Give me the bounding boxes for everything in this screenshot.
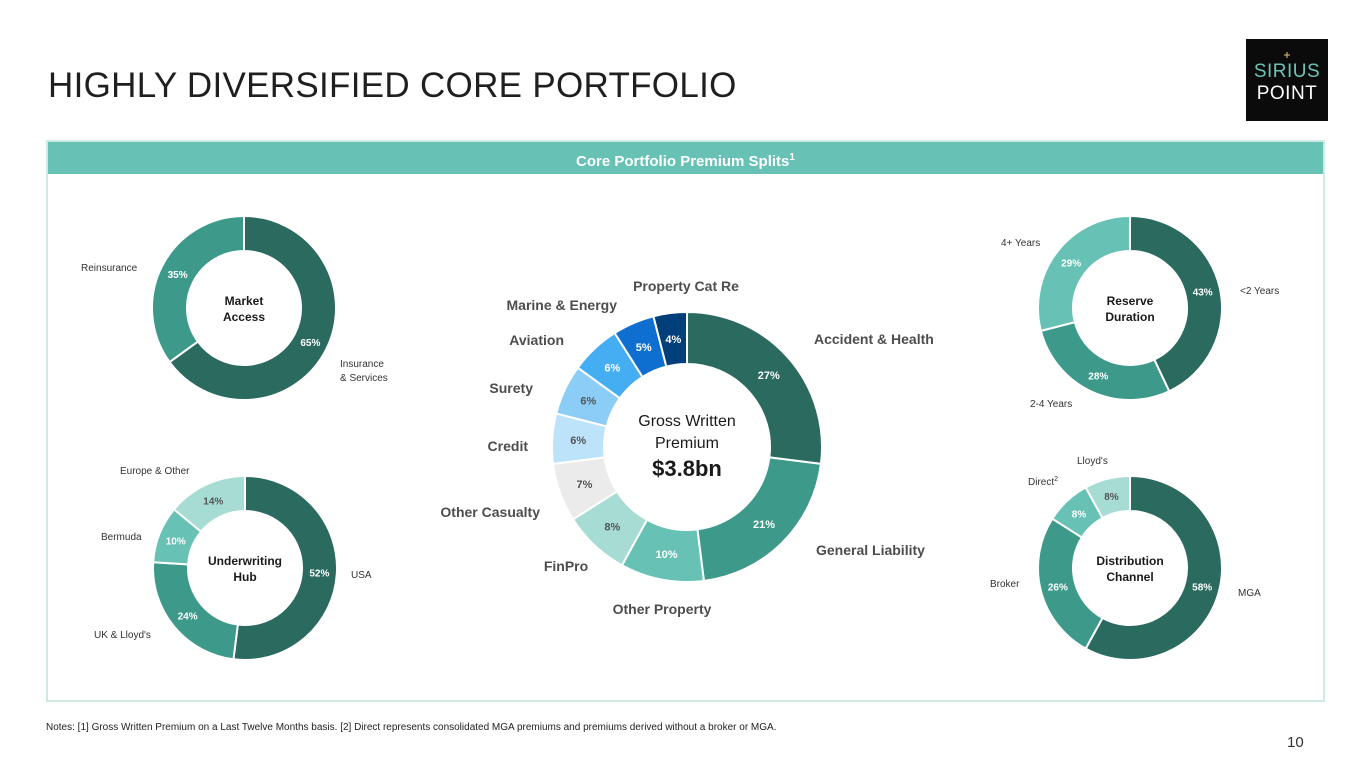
gross-written-premium-slice	[686, 310, 823, 466]
gross-written-premium-center-value: $3.8bn	[652, 456, 722, 481]
distribution-channel-center-label: Distribution	[1096, 554, 1163, 568]
distribution-channel-value-label: 8%	[1104, 492, 1119, 503]
underwriting-hub-slice	[232, 474, 338, 661]
market-access-slice	[168, 214, 337, 401]
underwriting-hub-category-label: Bermuda	[101, 532, 142, 543]
gross-written-premium-chart: 27% 21% 10% 8% 7% 6% 6% 6% 5% 4% Gross Written Prem…	[440, 278, 933, 617]
distribution-channel-category-label: Lloyd's	[1077, 456, 1108, 467]
distribution-channel-value-label: 58%	[1192, 583, 1212, 594]
svg-text:SIRIUS: SIRIUS	[1254, 61, 1320, 82]
distribution-channel-center-label: Channel	[1106, 570, 1153, 584]
market-access-slice	[151, 214, 245, 364]
panel-banner: Core Portfolio Premium Splits1	[48, 142, 1323, 174]
market-access-center-label: Access	[223, 310, 265, 324]
gross-written-premium-category-label: Surety	[489, 380, 533, 396]
underwriting-hub-category-label: UK & Lloyd's	[94, 630, 151, 641]
reserve-duration-center-label: Duration	[1105, 310, 1154, 324]
market-access-category-label: Reinsurance	[81, 263, 138, 274]
gross-written-premium-category-label: Other Property	[613, 601, 712, 617]
gross-written-premium-category-label: FinPro	[544, 558, 588, 574]
underwriting-hub-slice	[172, 474, 246, 534]
underwriting-hub-category-label: Europe & Other	[120, 466, 190, 477]
underwriting-hub-value-label: 10%	[166, 537, 186, 548]
distribution-channel-category-label: Broker	[990, 579, 1020, 590]
market-access-category-label: Insurance	[340, 359, 384, 370]
reserve-duration-slice	[1037, 214, 1131, 333]
gross-written-premium-value-label: 5%	[636, 342, 652, 354]
underwriting-hub-category-label: USA	[351, 570, 372, 581]
underwriting-hub-chart: 52% 24% 10% 14% Underwriting Hub USA UK & Lloyd…	[94, 466, 372, 661]
reserve-duration-category-label: 4+ Years	[1001, 238, 1040, 249]
distribution-channel-slice	[1084, 474, 1131, 520]
gross-written-premium-value-label: 6%	[604, 363, 620, 375]
underwriting-hub-value-label: 52%	[309, 569, 329, 580]
market-access-value-label: 65%	[300, 338, 320, 349]
gross-written-premium-value-label: 8%	[604, 521, 620, 533]
gross-written-premium-value-label: 27%	[758, 370, 780, 382]
gross-written-premium-category-label: General Liability	[816, 542, 925, 558]
reserve-duration-slice	[1129, 214, 1223, 393]
gross-written-premium-slice	[652, 310, 688, 368]
banner-text: Core Portfolio Premium Splits	[576, 153, 790, 170]
footnotes: Notes: [1] Gross Written Premium on a La…	[46, 722, 777, 733]
gross-written-premium-value-label: 6%	[570, 435, 586, 447]
page-number: 10	[1287, 734, 1304, 751]
reserve-duration-value-label: 28%	[1088, 371, 1108, 382]
underwriting-hub-center-label: Underwriting	[208, 554, 282, 568]
gross-written-premium-value-label: 21%	[753, 519, 775, 531]
distribution-channel-chart: 58% 26% 8% 8% Distribution Channel MGA Broker Di…	[990, 456, 1261, 661]
gross-written-premium-value-label: 4%	[665, 334, 681, 346]
gross-written-premium-value-label: 7%	[576, 479, 592, 491]
gross-written-premium-center-label: Premium	[655, 435, 719, 452]
gross-written-premium-category-label: Other Casualty	[440, 504, 540, 520]
distribution-channel-category-label: MGA	[1238, 588, 1261, 599]
underwriting-hub-center-label: Hub	[233, 570, 256, 584]
svg-text:POINT: POINT	[1257, 83, 1318, 104]
underwriting-hub-value-label: 24%	[178, 611, 198, 622]
distribution-channel-value-label: 8%	[1072, 510, 1087, 521]
page-title: HIGHLY DIVERSIFIED CORE PORTFOLIO	[48, 66, 737, 105]
gross-written-premium-category-label: Property Cat Re	[633, 278, 739, 294]
gross-written-premium-category-label: Accident & Health	[814, 331, 934, 347]
gross-written-premium-value-label: 10%	[656, 549, 678, 561]
gross-written-premium-category-label: Marine & Energy	[507, 297, 618, 313]
gross-written-premium-center-label: Gross Written	[638, 413, 736, 430]
logo-mark: SIRIUS POINT	[1254, 52, 1320, 104]
gross-written-premium-category-label: Credit	[488, 438, 529, 454]
market-access-center-label: Market	[225, 294, 264, 308]
reserve-duration-chart: 43% 28% 29% Reserve Duration <2 Years 2-4 Year…	[1001, 214, 1279, 410]
reserve-duration-slice	[1039, 320, 1171, 401]
reserve-duration-value-label: 29%	[1061, 258, 1081, 269]
distribution-channel-value-label: 26%	[1048, 583, 1068, 594]
distribution-channel-slice	[1084, 474, 1223, 661]
gross-written-premium-category-label: Aviation	[509, 332, 564, 348]
reserve-duration-category-label: 2-4 Years	[1030, 399, 1072, 410]
market-access-category-label: & Services	[340, 373, 388, 384]
market-access-value-label: 35%	[168, 270, 188, 281]
distribution-channel-category-label: Direct2	[1028, 476, 1058, 488]
reserve-duration-category-label: <2 Years	[1240, 286, 1279, 297]
reserve-duration-center-label: Reserve	[1107, 294, 1154, 308]
company-logo: SIRIUS POINT	[1246, 39, 1328, 121]
banner-footnote: 1	[789, 152, 795, 163]
underwriting-hub-value-label: 14%	[203, 497, 223, 508]
market-access-chart: 65% 35% Market Access Insurance & Services Rei…	[81, 214, 388, 401]
reserve-duration-value-label: 43%	[1193, 288, 1213, 299]
gross-written-premium-value-label: 6%	[580, 396, 596, 408]
portfolio-panel: Core Portfolio Premium Splits1	[46, 140, 1325, 702]
